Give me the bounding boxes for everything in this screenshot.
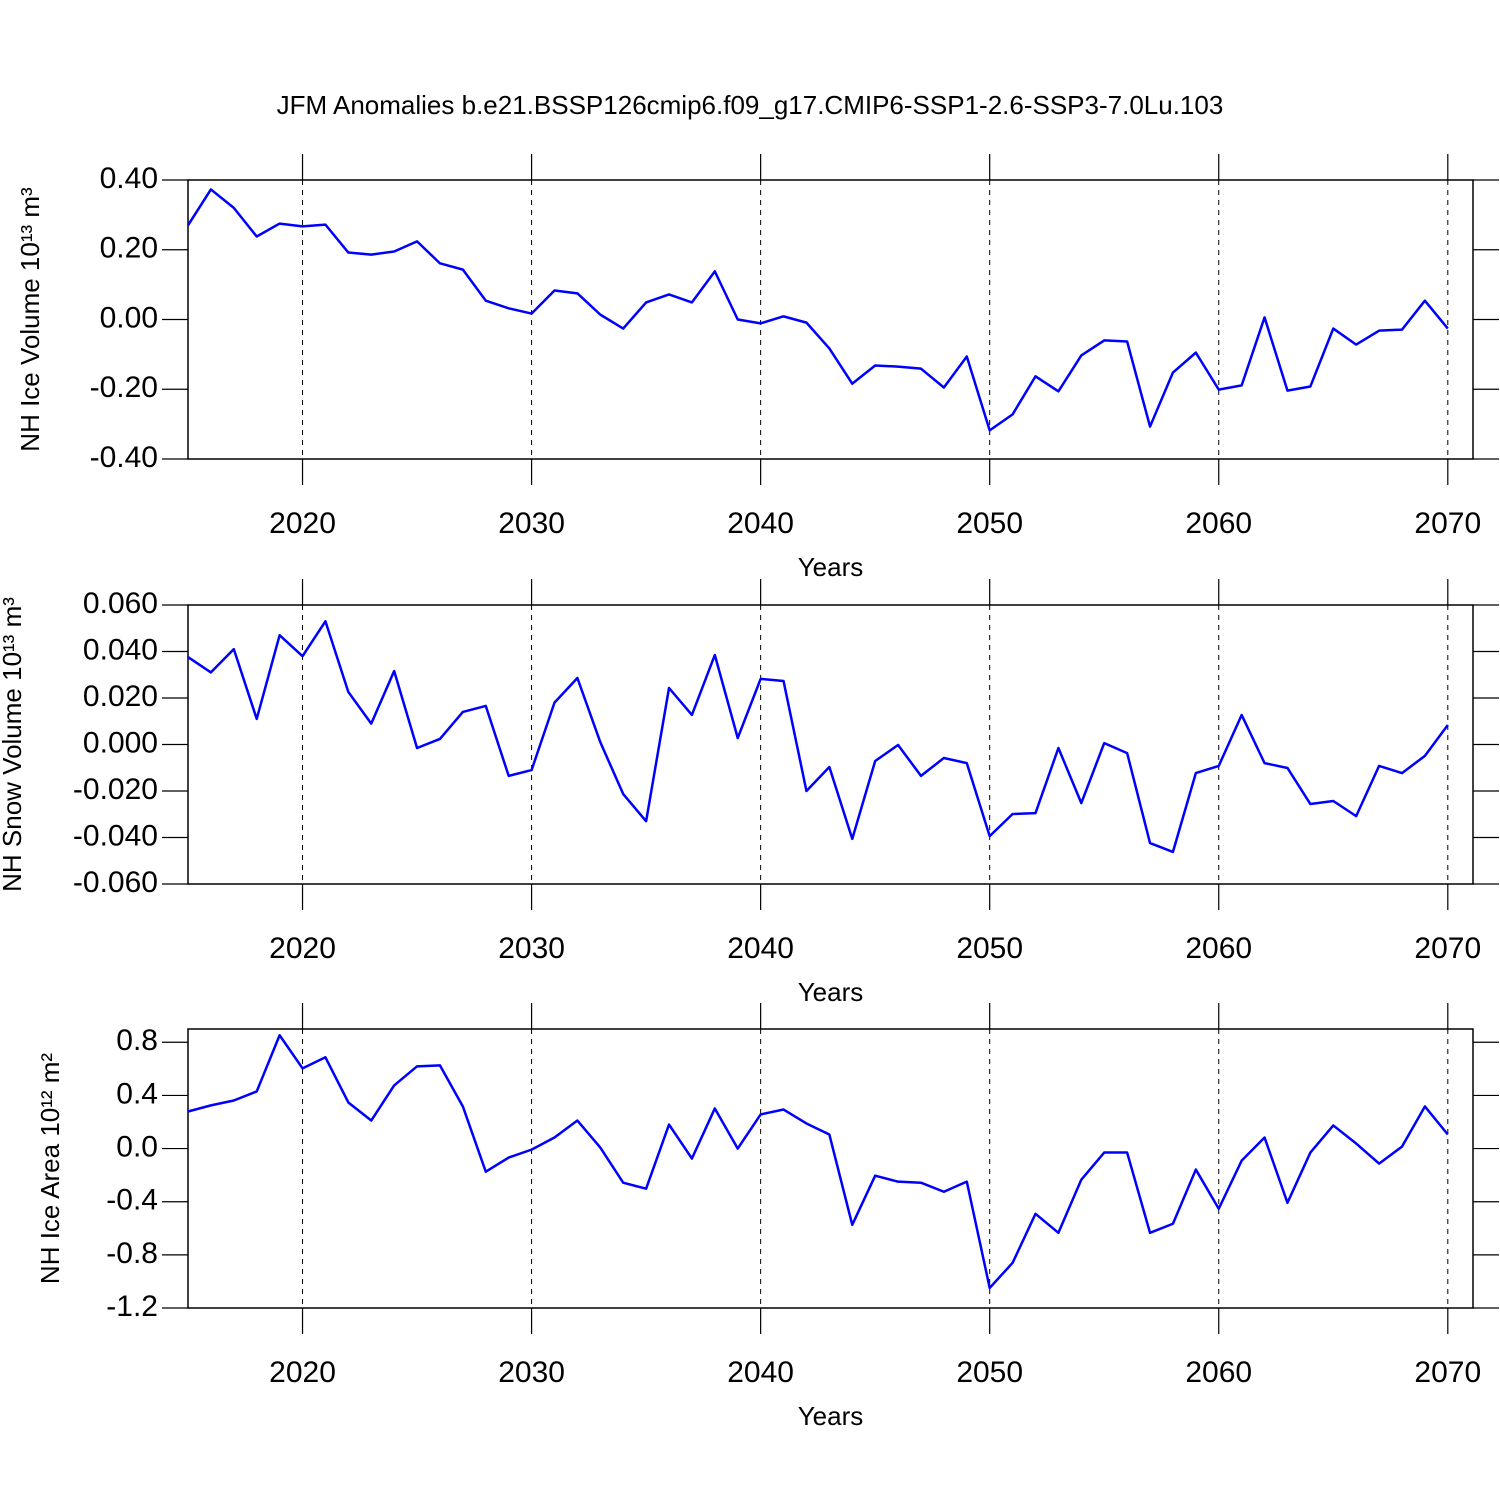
plot-frame: [187, 179, 1474, 460]
y-tick-label: 0.4: [116, 1077, 158, 1110]
y-tick-label: 0.00: [100, 301, 158, 334]
x-tick-label: 2040: [727, 932, 794, 965]
data-line: [187, 620, 1449, 854]
x-tick-label: 2070: [1414, 507, 1481, 540]
y-axis-label: NH Snow Volume 10¹³ m³: [0, 597, 27, 892]
y-tick-label: 0.060: [83, 587, 158, 620]
x-tick-label: 2030: [498, 507, 565, 540]
figure-title: JFM Anomalies b.e21.BSSP126cmip6.f09_g17…: [277, 90, 1224, 120]
x-tick-label: 2060: [1185, 507, 1252, 540]
x-axis-label: Years: [798, 1401, 864, 1431]
y-tick-label: 0.20: [100, 232, 158, 265]
y-tick-label: -0.20: [90, 371, 158, 404]
y-tick-label: 0.040: [83, 633, 158, 666]
y-tick-label: -0.020: [73, 773, 158, 806]
y-tick-label: -0.060: [73, 866, 158, 899]
x-tick-label: 2050: [956, 1356, 1023, 1389]
y-tick-label: 0.020: [83, 680, 158, 713]
y-tick-label: -0.4: [106, 1184, 158, 1217]
data-line: [186, 188, 1449, 432]
x-tick-label: 2050: [956, 507, 1023, 540]
x-tick-label: 2060: [1185, 932, 1252, 965]
plot-frame: [187, 604, 1474, 885]
y-tick-label: -0.8: [106, 1237, 158, 1270]
y-tick-label: -1.2: [106, 1290, 158, 1323]
x-tick-label: 2030: [498, 1356, 565, 1389]
data-line: [187, 1033, 1449, 1290]
y-tick-label: 0.8: [116, 1024, 158, 1057]
x-tick-label: 2060: [1185, 1356, 1252, 1389]
x-tick-label: 2040: [727, 1356, 794, 1389]
y-tick-label: 0.000: [83, 726, 158, 759]
x-tick-label: 2020: [269, 507, 336, 540]
y-tick-label: 0.40: [100, 162, 158, 195]
plot-frame: [187, 1028, 1474, 1309]
x-tick-label: 2070: [1414, 932, 1481, 965]
y-axis-label: NH Ice Volume 10¹³ m³: [15, 187, 45, 452]
y-axis-label: NH Ice Area 10¹² m²: [35, 1053, 65, 1285]
x-axis-label: Years: [798, 977, 864, 1007]
y-tick-label: -0.040: [73, 819, 158, 852]
x-tick-label: 2030: [498, 932, 565, 965]
x-tick-label: 2070: [1414, 1356, 1481, 1389]
x-tick-label: 2050: [956, 932, 1023, 965]
x-tick-label: 2040: [727, 507, 794, 540]
x-tick-label: 2020: [269, 932, 336, 965]
x-axis-label: Years: [798, 552, 864, 582]
y-tick-label: 0.0: [116, 1130, 158, 1163]
x-tick-label: 2020: [269, 1356, 336, 1389]
y-tick-label: -0.40: [90, 441, 158, 474]
